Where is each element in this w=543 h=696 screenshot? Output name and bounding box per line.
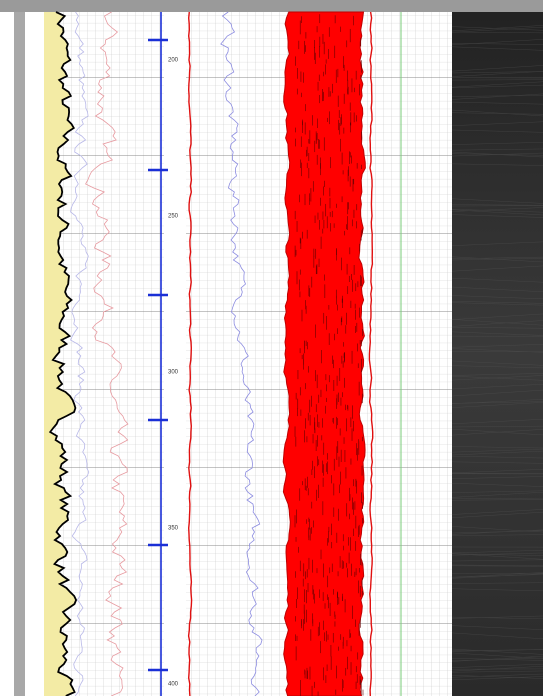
image-track xyxy=(452,12,543,696)
depth-label: 250 xyxy=(168,214,179,220)
depth-track: 200 250 300 350 400 xyxy=(148,12,186,696)
left-bar xyxy=(14,12,25,696)
track-1 xyxy=(44,11,164,696)
depth-label: 300 xyxy=(168,370,179,376)
depth-label: 350 xyxy=(168,526,179,532)
top-bar xyxy=(0,0,543,12)
track-2 xyxy=(186,11,276,696)
depth-label: 400 xyxy=(168,682,179,688)
depth-label: 200 xyxy=(168,58,179,64)
track-3 xyxy=(276,11,452,696)
